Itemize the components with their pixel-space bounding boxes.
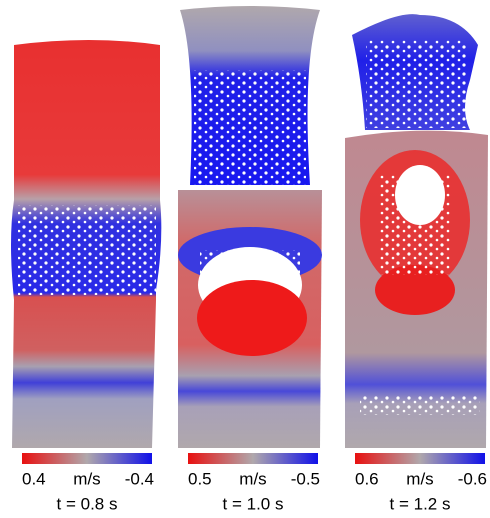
panel-1 [11, 40, 161, 448]
time-caption: t = 1.2 s [390, 494, 451, 513]
colorbar-max: 0.5 [188, 469, 212, 488]
colorbar [355, 453, 485, 464]
colorbar-unit: m/s [239, 469, 266, 488]
colorbar-min: -0.4 [125, 469, 154, 488]
time-caption: t = 0.8 s [57, 494, 118, 513]
figure: 0.4 m/s -0.4 t = 0.8 s 0.5 m/s -0.5 t = … [0, 0, 490, 518]
colorbar-max: 0.4 [22, 469, 46, 488]
colorbar-max: 0.6 [355, 469, 379, 488]
colorbars [22, 453, 485, 464]
colorbar-min: -0.6 [458, 469, 487, 488]
panel-3 [345, 14, 488, 448]
panel-2 [178, 6, 322, 448]
colorbar [22, 453, 152, 464]
time-caption: t = 1.0 s [223, 494, 284, 513]
colorbar-min: -0.5 [291, 469, 320, 488]
colorbar-unit: m/s [406, 469, 433, 488]
colorbar-unit: m/s [73, 469, 100, 488]
colorbar [188, 453, 318, 464]
